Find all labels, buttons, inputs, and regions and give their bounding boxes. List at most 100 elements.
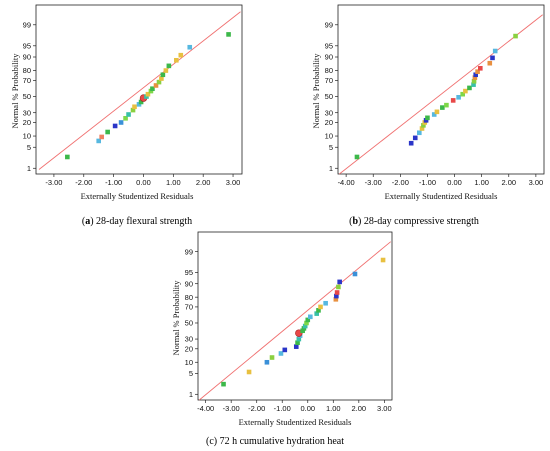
- data-point-a: [130, 107, 136, 113]
- xlabel-c: Externally Studentized Residuals: [239, 417, 352, 427]
- x-tick-label-b: 0.00: [447, 178, 462, 187]
- data-point-c: [337, 279, 342, 285]
- data-point-c: [304, 320, 309, 326]
- x-tick-label-c: 2.00: [352, 404, 367, 413]
- data-point-b: [467, 85, 472, 91]
- data-point-c: [316, 308, 321, 313]
- y-tick-label-c: 50: [185, 319, 193, 328]
- y-tick-label-a: 90: [23, 53, 31, 62]
- data-point-b: [444, 102, 449, 108]
- caption-b-letter: b: [352, 216, 358, 227]
- caption-b-text: 28-day compressive strength: [364, 216, 479, 227]
- data-point-a: [187, 44, 193, 50]
- data-point-a: [132, 104, 137, 110]
- data-point-c: [318, 304, 323, 310]
- xlabel-b: Externally Studentized Residuals: [385, 191, 498, 201]
- data-point-c: [323, 300, 328, 306]
- y-tick-label-c: 70: [185, 303, 193, 312]
- fit-line-b: [339, 14, 543, 175]
- data-point-b: [475, 69, 480, 74]
- y-tick-label-c: 30: [185, 335, 193, 344]
- x-tick-label-a: -3.00: [45, 178, 62, 187]
- data-point-c: [246, 369, 252, 375]
- data-point-c: [293, 344, 299, 349]
- data-point-c: [334, 290, 340, 295]
- plot-frame-b: [337, 4, 545, 175]
- y-tick-label-a: 10: [23, 132, 31, 141]
- data-point-a: [136, 102, 142, 107]
- data-point-a: [118, 120, 124, 125]
- x-tick-label-c: 1.00: [326, 404, 341, 413]
- y-tick-label-c: 80: [185, 293, 193, 302]
- x-tick-label-b: -1.00: [419, 178, 436, 187]
- caption-a: (a) 28-day flexural strength: [82, 216, 192, 227]
- x-tick-label-b: 2.00: [501, 178, 516, 187]
- y-tick-label-a: 30: [23, 108, 31, 117]
- data-point-c: [302, 323, 308, 329]
- x-tick-label-b: -4.00: [338, 178, 355, 187]
- x-tick-label-a: 0.00: [136, 178, 151, 187]
- y-tick-label-c: 99: [185, 247, 193, 256]
- caption-a-text: 28-day flexural strength: [96, 216, 192, 227]
- data-point-b: [425, 115, 430, 121]
- data-point-a: [65, 154, 70, 160]
- chart-panel-b: Normal % Probability Externally Studenti…: [311, 4, 545, 227]
- data-point-b: [471, 78, 477, 84]
- data-point-c: [264, 359, 270, 365]
- data-point-a: [123, 116, 128, 121]
- x-tick-label-a: -1.00: [105, 178, 122, 187]
- data-point-c: [314, 311, 319, 316]
- data-point-b: [423, 118, 429, 123]
- data-point-a: [99, 134, 104, 140]
- x-tick-label-a: 1.00: [166, 178, 181, 187]
- y-tick-label-a: 95: [23, 41, 31, 50]
- data-point-c: [305, 317, 311, 323]
- data-point-a: [148, 88, 154, 94]
- data-point-a: [145, 91, 151, 97]
- data-point-b: [434, 109, 440, 115]
- data-point-a: [153, 83, 159, 88]
- data-point-a: [105, 129, 110, 135]
- caption-c: (c) 72 h cumulative hydration heat: [206, 436, 344, 447]
- data-point-a: [178, 52, 184, 58]
- y-tick-label-c: 90: [185, 279, 193, 288]
- caption-a-letter: a: [85, 216, 90, 227]
- y-tick-label-c: 5: [189, 369, 193, 378]
- plot-frame-a: [35, 4, 243, 175]
- data-point-b: [456, 94, 461, 100]
- y-tick-label-b: 90: [325, 53, 333, 62]
- ylabel-c: Normal % Probability: [171, 280, 181, 356]
- data-point-b: [490, 55, 495, 61]
- y-tick-label-b: 80: [325, 66, 333, 75]
- x-tick-label-a: 3.00: [226, 178, 241, 187]
- x-tick-label-a: 2.00: [196, 178, 211, 187]
- x-tick-label-c: -2.00: [248, 404, 265, 413]
- data-point-b: [417, 130, 422, 136]
- x-tick-label-b: 1.00: [474, 178, 489, 187]
- data-point-b: [419, 126, 425, 131]
- y-tick-label-c: 10: [185, 358, 193, 367]
- x-tick-label-b: 3.00: [529, 178, 544, 187]
- data-point-b: [440, 105, 445, 110]
- caption-b: (b) 28-day compressive strength: [349, 216, 479, 227]
- y-tick-label-b: 95: [325, 41, 333, 50]
- data-point-a: [163, 68, 169, 73]
- data-point-c: [295, 340, 300, 346]
- data-point-b: [412, 135, 418, 141]
- data-point-a: [150, 86, 155, 92]
- data-point-a: [160, 72, 166, 78]
- fit-line-a: [38, 11, 241, 170]
- y-tick-label-b: 10: [325, 132, 333, 141]
- y-tick-label-a: 1: [27, 164, 31, 173]
- data-point-a: [144, 94, 149, 99]
- y-tick-label-a: 20: [23, 118, 31, 127]
- data-point-b: [463, 88, 468, 94]
- data-point-c: [334, 293, 339, 299]
- y-tick-label-c: 1: [189, 390, 193, 399]
- data-point-c: [221, 381, 226, 387]
- x-tick-label-c: 3.00: [377, 404, 392, 413]
- caption-c-text: 72 h cumulative hydration heat: [220, 436, 345, 447]
- caption-c-letter: c: [209, 436, 214, 447]
- data-point-b: [478, 65, 483, 71]
- ylabel-a: Normal % Probability: [10, 53, 20, 129]
